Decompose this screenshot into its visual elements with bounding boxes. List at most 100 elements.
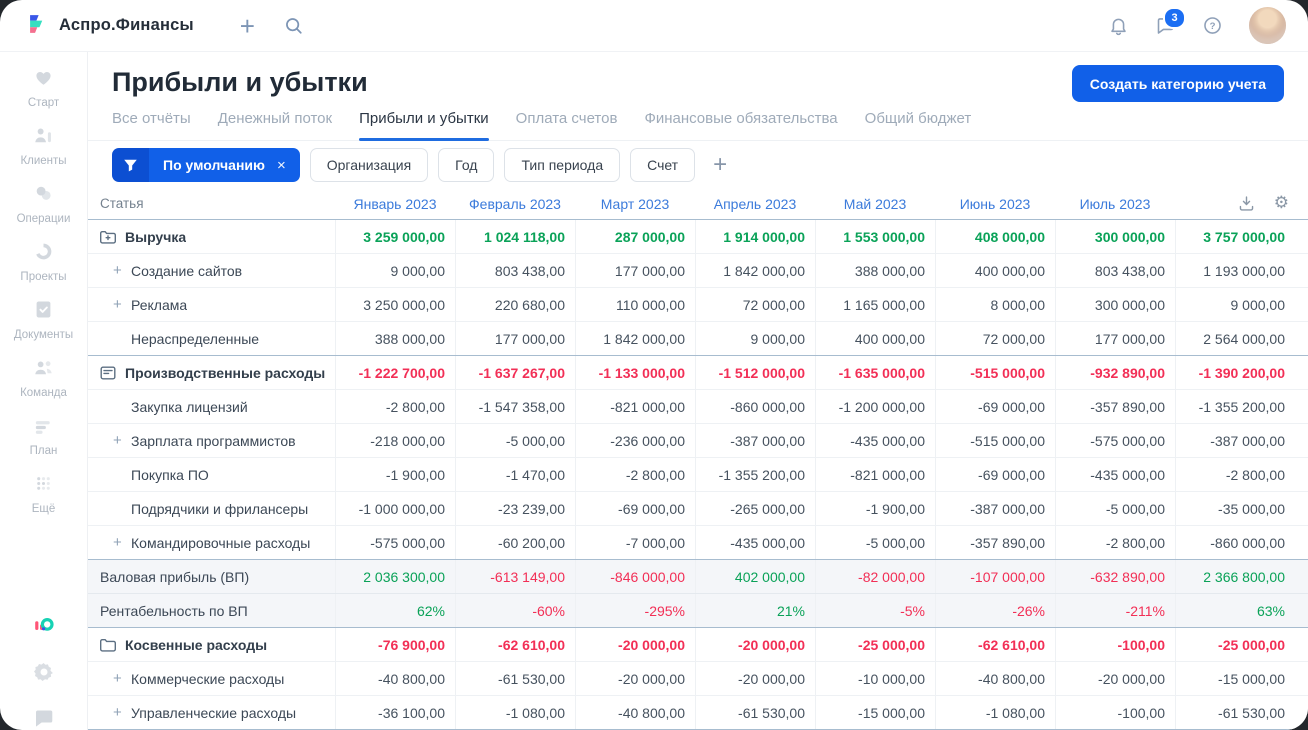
value-cell: -632 890,00 [1055,560,1175,593]
start-icon [31,66,56,94]
brand-flag-icon [30,15,43,33]
tab-profit-loss[interactable]: Прибыли и убытки [359,110,489,141]
folder-icon[interactable] [99,636,117,654]
column-header-month[interactable]: Июль 2023 [1079,195,1151,212]
report-table: Статья Январь 2023 Февраль 2023 Март 2023 А… [88,188,1308,730]
value-cell: -2 800,00 [1175,458,1295,491]
sidebar-item-operations[interactable]: Операции [14,182,73,225]
clear-filter-icon[interactable]: × [276,156,286,174]
projects-icon [31,240,56,268]
value-cell: -860 000,00 [1175,526,1295,559]
page-title: Прибыли и убытки [112,67,368,97]
table-row: Косвенные расходы -76 900,00 -62 610,00 -20… [88,627,1308,661]
sidebar-item-start[interactable]: Старт [14,66,73,109]
add-filter-icon[interactable]: + [713,151,728,178]
column-header-month[interactable]: Январь 2023 [353,195,437,212]
tab-cash-flow[interactable]: Денежный поток [217,110,333,127]
value-cell: 177 000,00 [455,322,575,355]
create-category-button[interactable]: Создать категорию учета [1071,65,1284,102]
tab-financial-obligations[interactable]: Финансовые обязательства [644,110,838,127]
tab-all-reports[interactable]: Все отчёты [112,110,191,127]
value-cell: -1 900,00 [815,492,935,525]
value-cell: 2 564 000,00 [1175,322,1295,355]
filter-chip-period-type[interactable]: Тип периода [504,148,621,182]
sidebar-item-team[interactable]: Команда [14,356,73,399]
topbar: Аспро.Финансы + 3 ? [0,0,1308,52]
svg-text:?: ? [1210,21,1216,32]
summary-label: Валовая прибыль (ВП) [100,568,250,585]
search-icon[interactable] [283,15,304,36]
expand-icon[interactable]: + [113,262,122,279]
main-content: Прибыли и убытки Создать категорию учета… [88,52,1308,730]
settings-icon[interactable] [32,660,56,684]
value-cell: 177 000,00 [1055,322,1175,355]
value-cell: -211% [1055,594,1175,627]
note-icon[interactable] [99,364,117,382]
tab-general-budget[interactable]: Общий бюджет [864,110,972,127]
column-header-month[interactable]: Февраль 2023 [469,195,561,212]
table-header-row: Статья Январь 2023 Февраль 2023 Март 2023 А… [88,188,1308,219]
value-cell: 1 193 000,00 [1175,254,1295,287]
folder-plus-icon[interactable] [99,228,117,246]
value-cell: 803 438,00 [455,254,575,287]
value-cell: -1 080,00 [935,696,1055,729]
value-cell: 400 000,00 [815,322,935,355]
value-cell: 220 680,00 [455,288,575,321]
column-header-month[interactable]: Май 2023 [843,195,907,212]
expand-icon[interactable]: + [113,432,122,449]
sidebar-item-plan[interactable]: План [14,414,73,457]
value-cell: 400 000,00 [935,254,1055,287]
column-header-month[interactable]: Апрель 2023 [713,195,797,212]
table-row: Нераспределенные 388 000,00 177 000,00 1 84… [88,321,1308,355]
value-cell: -15 000,00 [1175,662,1295,695]
sidebar-item-label: Проекты [20,271,67,283]
table-row: + Зарплата программистов -218 000,00 -5 000… [88,423,1308,457]
value-cell: -7 000,00 [575,526,695,559]
plan-icon [31,414,56,442]
download-icon[interactable] [1238,195,1255,212]
table-row: Валовая прибыль (ВП) 2 036 300,00 -613 149… [88,559,1308,593]
column-header-month[interactable]: Март 2023 [600,195,670,212]
table-row: Подрядчики и фрилансеры -1 000 000,00 -23 … [88,491,1308,525]
bell-icon[interactable] [1108,15,1129,36]
filter-chip-organization[interactable]: Организация [309,148,429,182]
value-cell: -515 000,00 [935,424,1055,457]
column-header-month[interactable]: Июнь 2023 [959,195,1031,212]
expand-icon[interactable]: + [113,296,122,313]
sidebar-item-clients[interactable]: Клиенты [14,124,73,167]
filter-chip-account[interactable]: Счет [630,148,696,182]
user-avatar[interactable] [1249,7,1286,44]
article-label: Зарплата программистов [131,432,296,449]
operations-icon [31,182,56,210]
value-cell: -76 900,00 [335,628,455,661]
help-icon[interactable]: ? [1202,15,1223,36]
sidebar-item-documents[interactable]: Документы [14,298,73,341]
sidebar-item-more[interactable]: Ещё [14,472,73,515]
value-cell: -515 000,00 [935,356,1055,389]
expand-icon[interactable]: + [113,534,122,551]
support-chat-icon[interactable] [32,706,56,730]
sidebar-item-projects[interactable]: Проекты [14,240,73,283]
summary-label: Рентабельность по ВП [100,602,248,619]
tab-invoice-payment[interactable]: Оплата счетов [515,110,618,127]
aspro-product-icon[interactable] [32,614,56,638]
expand-icon[interactable]: + [113,670,122,687]
expand-icon[interactable]: + [113,704,122,721]
filter-chip-year[interactable]: Год [438,148,495,182]
table-row: + Реклама 3 250 000,00 220 680,00 110 000,00… [88,287,1308,321]
value-cell: 62% [335,594,455,627]
more-icon [31,472,56,500]
value-cell: -10 000,00 [815,662,935,695]
app-logo[interactable]: Аспро.Финансы [22,12,194,39]
value-cell: -61 530,00 [455,662,575,695]
value-cell: -5 000,00 [455,424,575,457]
value-cell: 402 000,00 [695,560,815,593]
add-icon[interactable]: + [239,10,255,41]
value-cell: -5% [815,594,935,627]
active-filter-pill[interactable]: По умолчанию × [112,148,300,182]
sidebar-item-label: Клиенты [20,155,67,167]
gear-icon[interactable]: ⚙ [1273,193,1289,213]
value-cell: 110 000,00 [575,288,695,321]
messages-button[interactable]: 3 [1155,7,1186,36]
value-cell: -40 800,00 [575,696,695,729]
